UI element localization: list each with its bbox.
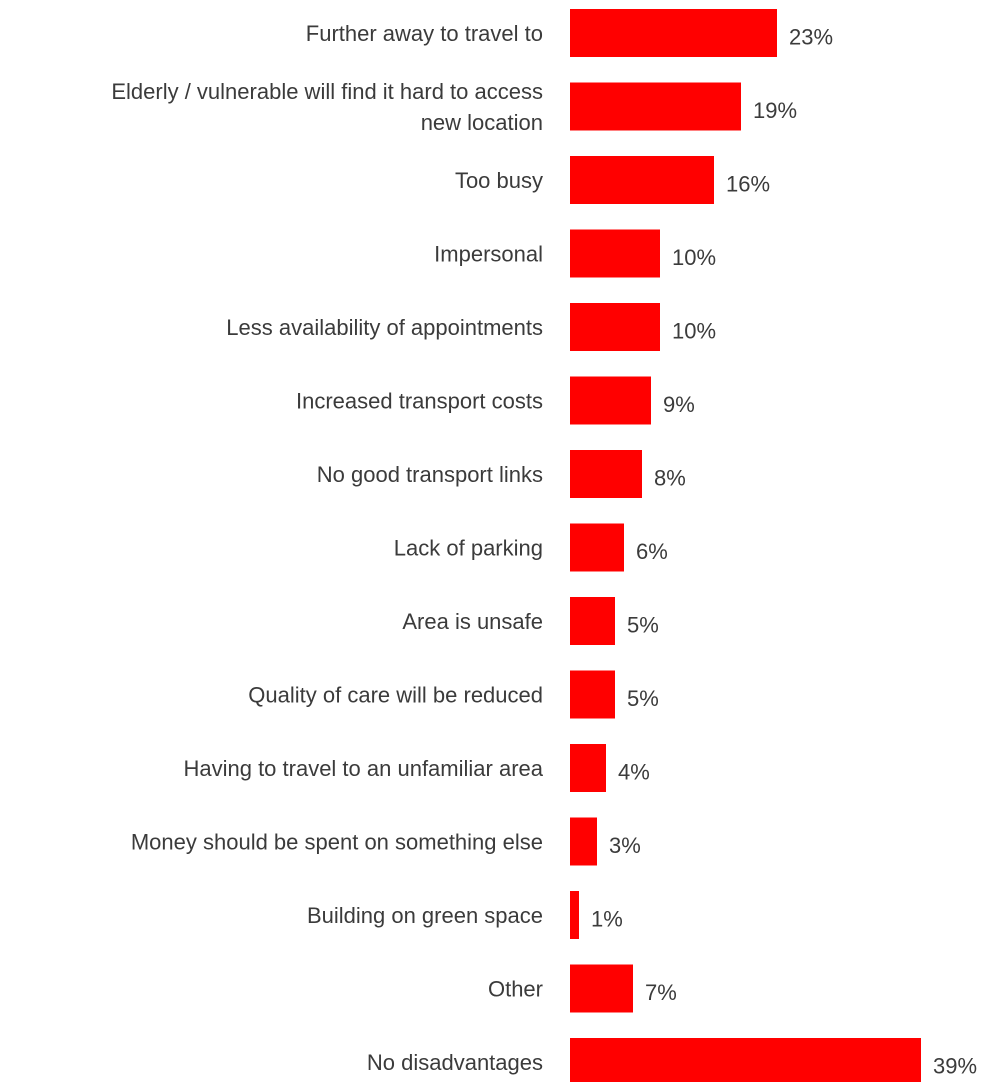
- value-label: 23%: [789, 25, 833, 50]
- value-label: 7%: [645, 980, 677, 1005]
- bars-group: [570, 9, 921, 1082]
- category-label: Area is unsafe: [402, 609, 543, 634]
- bar: [570, 1038, 921, 1082]
- value-label: 1%: [591, 907, 623, 932]
- category-label: Money should be spent on something else: [131, 829, 543, 854]
- value-label: 5%: [627, 613, 659, 638]
- bar: [570, 523, 624, 572]
- category-labels-group: Further away to travel to Elderly / vulne…: [111, 21, 543, 1075]
- bar: [570, 450, 642, 498]
- category-label: Building on green space: [307, 903, 543, 928]
- category-label: No good transport links: [317, 462, 543, 487]
- value-label: 5%: [627, 686, 659, 711]
- bar: [570, 817, 597, 866]
- value-label: 8%: [654, 466, 686, 491]
- value-label: 9%: [663, 392, 695, 417]
- category-label: Increased transport costs: [296, 388, 543, 413]
- value-label: 3%: [609, 833, 641, 858]
- bar: [570, 82, 741, 131]
- category-label: Elderly / vulnerable will find it hard t…: [111, 79, 543, 135]
- bar: [570, 891, 579, 939]
- value-label: 6%: [636, 539, 668, 564]
- bar: [570, 964, 633, 1013]
- category-label: No disadvantages: [367, 1050, 543, 1075]
- category-label: Too busy: [455, 168, 543, 193]
- value-label: 10%: [672, 245, 716, 270]
- bar: [570, 9, 777, 57]
- value-label: 4%: [618, 760, 650, 785]
- bar: [570, 744, 606, 792]
- value-label: 39%: [933, 1054, 977, 1079]
- category-label: Further away to travel to: [306, 21, 543, 46]
- bar: [570, 156, 714, 204]
- bar: [570, 376, 651, 425]
- category-label: Quality of care will be reduced: [248, 682, 543, 707]
- category-label: Lack of parking: [394, 535, 543, 560]
- category-label: Impersonal: [434, 241, 543, 266]
- value-label: 19%: [753, 98, 797, 123]
- value-label: 16%: [726, 172, 770, 197]
- bar: [570, 303, 660, 351]
- bar: [570, 229, 660, 278]
- category-label: Other: [488, 976, 543, 1001]
- category-label: Less availability of appointments: [226, 315, 543, 340]
- bar: [570, 670, 615, 719]
- value-labels-group: 23% 19% 16% 10% 10% 9% 8% 6% 5% 5% 4% 3% 1% 7% 39%: [591, 25, 977, 1079]
- value-label: 10%: [672, 319, 716, 344]
- bar: [570, 597, 615, 645]
- category-label: Having to travel to an unfamiliar area: [183, 756, 543, 781]
